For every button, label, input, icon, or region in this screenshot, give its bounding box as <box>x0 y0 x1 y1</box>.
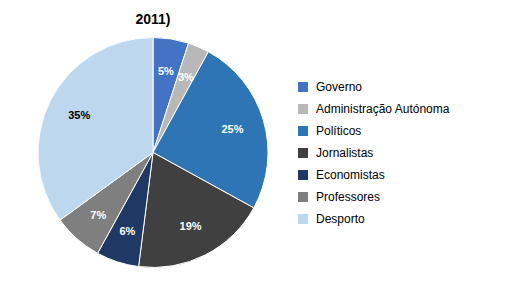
html-text:Governo: Governo <box>316 79 362 94</box>
svg-text:5%: 5% <box>158 65 174 77</box>
svg-text:25%: 25% <box>221 123 243 135</box>
svg-text:3%: 3% <box>178 71 194 83</box>
html-text:Administração Autónoma: Administração Autónoma <box>316 101 450 116</box>
html-text:Políticos: Políticos <box>316 123 362 138</box>
svg-text:6%: 6% <box>119 225 135 237</box>
svg-text:7%: 7% <box>90 209 106 221</box>
html-text:Professores: Professores <box>316 189 380 204</box>
html-text:Jornalistas: Jornalistas <box>316 145 374 160</box>
html-text:2011): 2011) <box>135 11 171 27</box>
svg-text:19%: 19% <box>180 220 202 232</box>
svg-text:35%: 35% <box>68 109 90 121</box>
html-text:Economistas: Economistas <box>316 167 385 182</box>
html-text:Desporto: Desporto <box>316 211 365 226</box>
